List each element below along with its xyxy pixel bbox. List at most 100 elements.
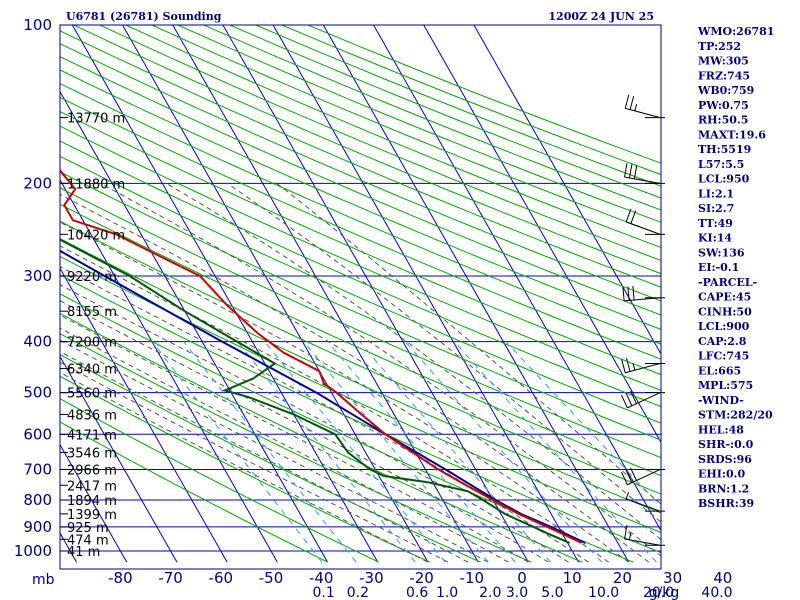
moist-adiabat-line (60, 221, 629, 563)
height-label: 1399 m (67, 508, 117, 523)
isotherm-line (71, 25, 379, 563)
isotherm-line (423, 25, 661, 444)
height-label: 1894 m (67, 494, 117, 509)
dry-adiabat-line (60, 171, 661, 441)
moist-adiabat-line (60, 361, 449, 563)
height-label: 8155 m (67, 305, 117, 320)
wind-barb-staff (627, 392, 661, 409)
index-entry: -PARCEL- (698, 276, 757, 289)
mixing-ratio-label: 10.0 (588, 585, 619, 600)
wind-barb (621, 467, 665, 486)
isotherm-line (60, 90, 328, 563)
temperature-tick-label: -40 (309, 569, 334, 587)
dry-adiabat-line (60, 237, 661, 514)
height-label: 6340 m (67, 363, 117, 378)
dry-adiabat-line (60, 398, 380, 563)
index-entry: EI:-0.1 (698, 261, 739, 274)
mixing-ratio-line (152, 341, 323, 563)
wind-barb (622, 286, 665, 302)
height-label: 9220 m (67, 270, 117, 285)
index-entry: LFC:745 (698, 350, 749, 363)
wind-barb-staff (625, 107, 661, 119)
sounding-time: 1200Z 24 JUN 25 (548, 10, 654, 23)
index-entry: SI:2.7 (698, 202, 734, 215)
index-entry: MAXT:19.6 (698, 128, 766, 141)
mixing-ratio-label: 3.0 (506, 585, 528, 600)
dry-adiabat-line (60, 353, 481, 563)
height-label: 5560 m (67, 387, 117, 402)
temperature-axis-labels: -80 -70 -60 -50 -40 -30 -20 -10 0 10 20 30 40 (108, 569, 732, 587)
dry-adiabat-line (60, 111, 661, 376)
isotherm-line (60, 355, 178, 563)
height-label: 4836 m (67, 408, 117, 423)
mixing-ratio-labels: 0.1 0.2 0.6 1.0 2.0 3.0 5.0 10.0 20.0 40.0 g/kg (313, 585, 733, 600)
index-entry: LCL:900 (698, 320, 750, 333)
pressure-label: 600 (23, 425, 52, 443)
parcel-trace (60, 249, 586, 544)
height-label: 3546 m (67, 447, 117, 462)
moist-adiabat-line (60, 350, 469, 563)
isotherm-line (60, 443, 128, 563)
wind-barb-flag (630, 210, 637, 224)
temperature-tick-label: -70 (158, 569, 183, 587)
index-entry: STM:282/20 (698, 409, 773, 422)
dry-adiabat-line (60, 421, 329, 563)
temperature-tick-label: -20 (409, 569, 434, 587)
dewpoint-trace (60, 238, 570, 544)
pressure-label: 200 (23, 174, 52, 192)
index-entry: MW:305 (698, 55, 749, 68)
index-entry: EL:665 (698, 364, 741, 377)
wind-barb-flag (625, 469, 633, 483)
height-label: 41 m (67, 545, 100, 560)
height-label: 11880 m (67, 177, 125, 192)
wind-barb (624, 525, 665, 546)
sounding-traces (60, 168, 586, 544)
height-label: 2966 m (67, 464, 117, 479)
height-label: 2417 m (67, 479, 117, 494)
moist-adiabat-line (60, 300, 549, 563)
height-label: 925 m (67, 521, 109, 536)
wind-barb-staff (624, 538, 661, 546)
pressure-label: 400 (23, 333, 52, 351)
wind-barb-staff (627, 469, 661, 486)
moist-adiabat-line (276, 182, 661, 505)
wind-barb (624, 94, 665, 119)
index-entry: CAP:2.8 (698, 335, 747, 348)
dry-adiabat-line (60, 274, 661, 554)
wind-barb-flag (634, 104, 638, 112)
pressure-axis-labels: 100 200 300 400 500 600 700 800 900 1000 (14, 16, 52, 560)
pressure-label: 500 (23, 384, 52, 402)
index-entry: -WIND- (698, 394, 744, 407)
grid-lines (60, 25, 661, 563)
wind-barb-flag (621, 394, 628, 409)
isotherm-line (121, 25, 429, 563)
mixing-ratio-line (505, 341, 661, 508)
mixing-ratio-label: 0.6 (406, 585, 428, 600)
isotherm-line (272, 25, 579, 563)
mixing-ratio-label: 1.0 (436, 585, 458, 600)
pressure-label: 1000 (14, 542, 52, 560)
moist-adiabat-line (60, 265, 589, 563)
index-entry: LI:2.1 (698, 187, 734, 200)
index-entry: HEL:48 (698, 423, 744, 436)
wind-barb-flag (625, 357, 631, 372)
height-label: 7200 m (67, 336, 117, 351)
temperature-tick-label: 20 (613, 569, 632, 587)
wind-barb-staff (626, 221, 661, 235)
wind-barb-staff (626, 498, 661, 512)
index-entry: EHI:0.0 (698, 468, 745, 481)
wind-barb (621, 390, 665, 409)
index-entry: SW:136 (698, 246, 745, 259)
index-entry: CINH:50 (698, 305, 752, 318)
wind-barb-staff (624, 176, 661, 184)
mixing-ratio-line (359, 341, 551, 563)
mixing-ratio-line (264, 341, 446, 563)
index-entry: PW:0.75 (698, 99, 749, 112)
temperature-tick-label: -60 (209, 569, 234, 587)
wind-barb-flag (630, 390, 637, 404)
wind-barbs (621, 94, 665, 546)
temperature-tick-label: -80 (108, 569, 133, 587)
mixing-ratio-label: 2.0 (479, 585, 501, 600)
dry-adiabat-line (60, 187, 661, 459)
